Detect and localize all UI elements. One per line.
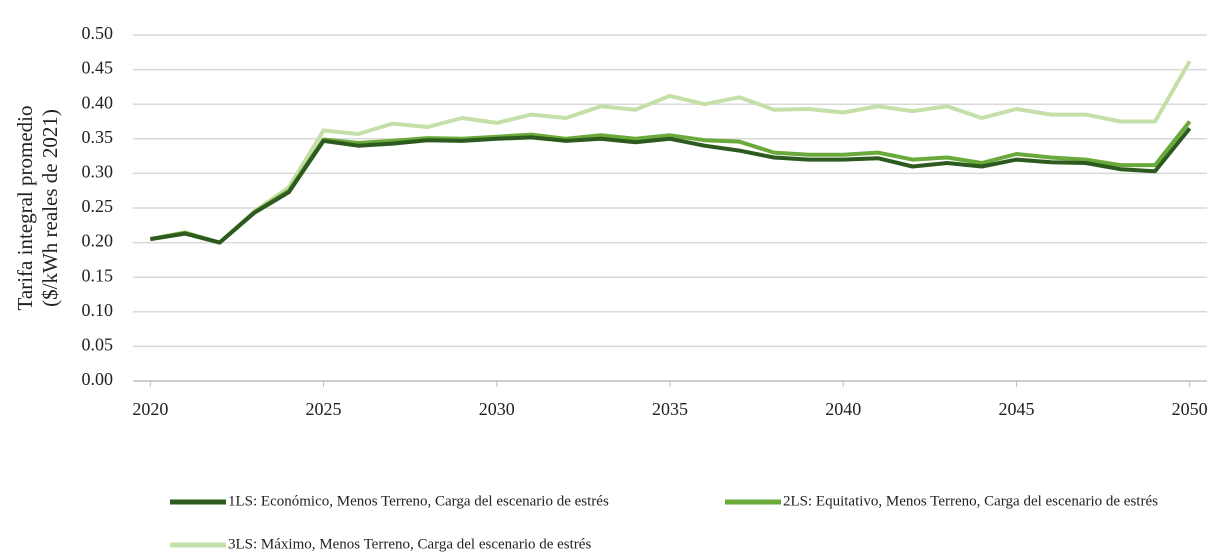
y-tick-label: 0.35 bbox=[82, 127, 114, 147]
x-tick-label: 2035 bbox=[652, 399, 688, 419]
y-tick-label: 0.50 bbox=[82, 23, 114, 43]
series-line bbox=[149, 60, 1192, 245]
y-tick-label: 0.45 bbox=[82, 58, 114, 78]
x-tick-label: 2045 bbox=[998, 399, 1034, 419]
y-tick-label: 0.40 bbox=[82, 92, 114, 112]
x-tick-label: 2030 bbox=[479, 399, 515, 419]
series-line bbox=[149, 127, 1192, 245]
legend-label: 3LS: Máximo, Menos Terreno, Carga del es… bbox=[228, 536, 591, 552]
x-tick-label: 2050 bbox=[1172, 399, 1208, 419]
x-tick-label: 2020 bbox=[132, 399, 168, 419]
legend-label: 1LS: Económico, Menos Terreno, Carga del… bbox=[228, 493, 609, 509]
legend-label: 2LS: Equitativo, Menos Terreno, Carga de… bbox=[783, 493, 1158, 509]
y-tick-label: 0.00 bbox=[82, 369, 114, 389]
y-tick-label: 0.20 bbox=[82, 231, 114, 251]
x-tick-label: 2025 bbox=[306, 399, 342, 419]
y-tick-label: 0.30 bbox=[82, 162, 114, 182]
x-tick-label: 2040 bbox=[825, 399, 861, 419]
y-axis-label: ($/kWh reales de 2021) bbox=[38, 109, 62, 307]
y-tick-label: 0.25 bbox=[82, 196, 114, 216]
y-tick-label: 0.10 bbox=[82, 300, 114, 320]
y-tick-label: 0.05 bbox=[82, 335, 114, 355]
y-tick-label: 0.15 bbox=[82, 265, 114, 285]
y-axis-label: Tarifa integral promedio bbox=[13, 106, 37, 311]
